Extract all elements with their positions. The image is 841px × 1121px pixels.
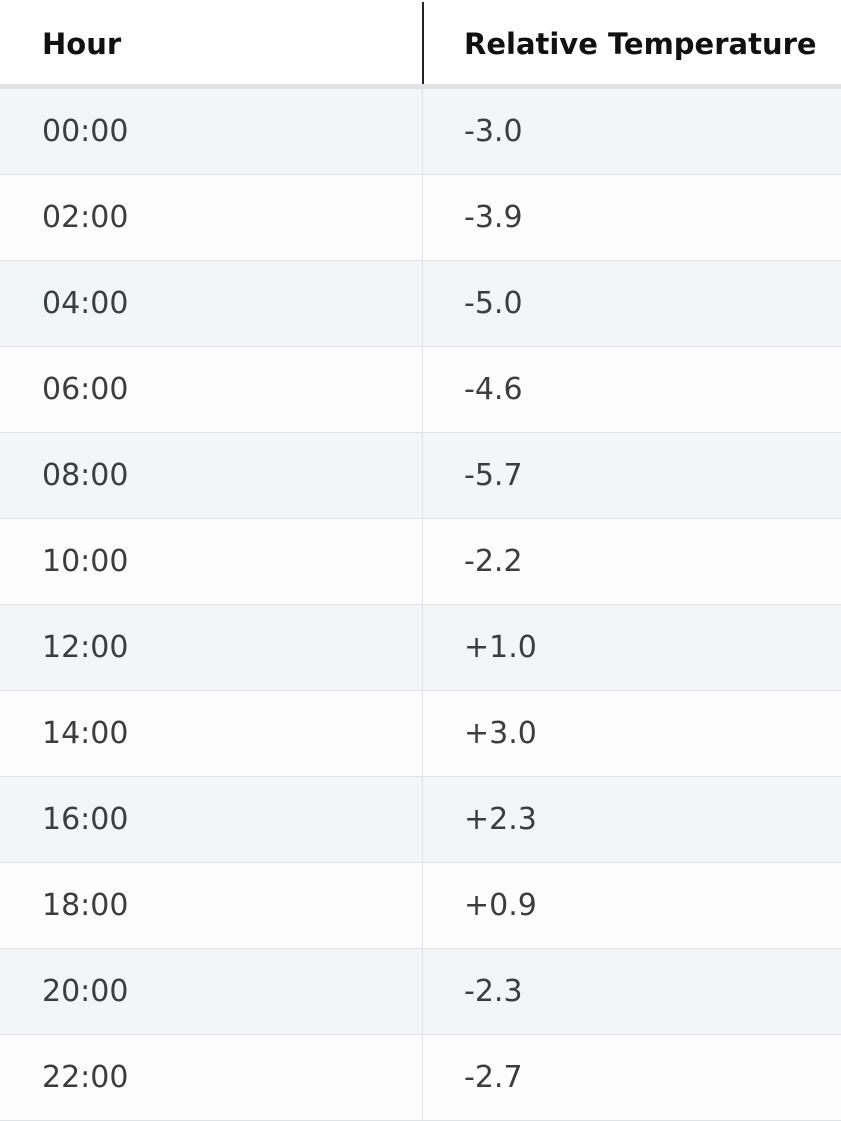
cell-relative-temperature: +3.0 [464, 716, 537, 751]
column-divider [422, 175, 423, 261]
cell-hour: 04:00 [42, 286, 129, 321]
column-divider [422, 89, 423, 175]
cell-relative-temperature: +1.0 [464, 630, 537, 665]
cell-relative-temperature: -2.2 [464, 544, 523, 579]
cell-relative-temperature: -3.9 [464, 200, 523, 235]
table-row: 02:00 -3.9 [0, 175, 841, 261]
table-row: 22:00 -2.7 [0, 1035, 841, 1121]
cell-hour: 10:00 [42, 544, 129, 579]
column-divider [422, 691, 423, 777]
table-row: 10:00 -2.2 [0, 519, 841, 605]
cell-relative-temperature: -5.7 [464, 458, 523, 493]
table-row: 04:00 -5.0 [0, 261, 841, 347]
column-divider [422, 949, 423, 1035]
column-divider [422, 433, 423, 519]
cell-relative-temperature: +0.9 [464, 888, 537, 923]
column-divider [422, 863, 423, 949]
table-header-row: Hour Relative Temperature [0, 0, 841, 89]
cell-hour: 14:00 [42, 716, 129, 751]
cell-hour: 16:00 [42, 802, 129, 837]
column-divider [422, 777, 423, 863]
cell-relative-temperature: -2.7 [464, 1060, 523, 1095]
table-row: 00:00 -3.0 [0, 89, 841, 175]
column-divider [422, 261, 423, 347]
table-row: 20:00 -2.3 [0, 949, 841, 1035]
cell-hour: 18:00 [42, 888, 129, 923]
cell-hour: 20:00 [42, 974, 129, 1009]
column-resize-handle[interactable] [422, 2, 424, 84]
column-divider [422, 605, 423, 691]
cell-relative-temperature: +2.3 [464, 802, 537, 837]
cell-hour: 06:00 [42, 372, 129, 407]
cell-hour: 22:00 [42, 1060, 129, 1095]
table-row: 06:00 -4.6 [0, 347, 841, 433]
table-row: 14:00 +3.0 [0, 691, 841, 777]
cell-relative-temperature: -5.0 [464, 286, 523, 321]
cell-relative-temperature: -2.3 [464, 974, 523, 1009]
cell-hour: 02:00 [42, 200, 129, 235]
table-row: 08:00 -5.7 [0, 433, 841, 519]
cell-hour: 00:00 [42, 114, 129, 149]
column-header-hour: Hour [42, 27, 122, 61]
cell-hour: 08:00 [42, 458, 129, 493]
cell-hour: 12:00 [42, 630, 129, 665]
column-header-relative-temperature: Relative Temperature [464, 27, 817, 61]
cell-relative-temperature: -3.0 [464, 114, 523, 149]
table-row: 16:00 +2.3 [0, 777, 841, 863]
cell-relative-temperature: -4.6 [464, 372, 523, 407]
table-row: 12:00 +1.0 [0, 605, 841, 691]
column-divider [422, 1035, 423, 1121]
column-divider [422, 519, 423, 605]
table-row: 18:00 +0.9 [0, 863, 841, 949]
column-divider [422, 347, 423, 433]
